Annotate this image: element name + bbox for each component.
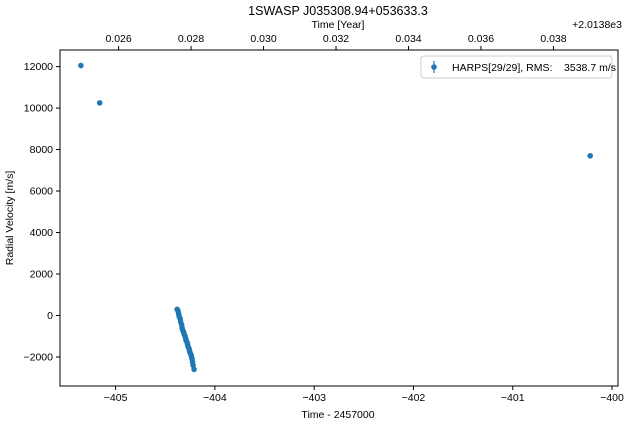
top-tick-label: 0.038 xyxy=(540,33,566,45)
x-tick-label: −405 xyxy=(104,392,128,404)
data-point xyxy=(587,152,593,159)
y-tick-label: 10000 xyxy=(24,103,53,115)
top-tick-label: 0.034 xyxy=(395,33,421,45)
top-tick-label: 0.028 xyxy=(178,33,204,45)
y-axis-label: Radial Velocity [m/s] xyxy=(4,171,16,266)
data-point xyxy=(78,62,84,69)
x-axis-label: Time - 2457000 xyxy=(301,409,374,421)
legend: HARPS[29/29], RMS: 3538.7 m/s xyxy=(420,55,616,79)
y-tick-label: −2000 xyxy=(24,351,54,363)
x-tick-label: −402 xyxy=(402,392,426,404)
y-tick-label: 12000 xyxy=(24,61,53,73)
chart-title: 1SWASP J035308.94+053633.3 xyxy=(248,4,428,18)
x-tick-label: −401 xyxy=(501,392,525,404)
y-tick-label: 4000 xyxy=(30,227,54,239)
y-tick-label: 8000 xyxy=(30,144,54,156)
data-point xyxy=(96,100,103,106)
top-tick-label: 0.030 xyxy=(250,33,276,45)
top-tick-label: 0.032 xyxy=(323,33,349,45)
top-tick-label: 0.026 xyxy=(105,33,131,45)
y-ticks: −2000 0 2000 4000 6000 8000 10000 12000 xyxy=(24,61,60,363)
y-tick-label: 0 xyxy=(47,310,53,322)
x-ticks: −405 −404 −403 −402 −401 −400 xyxy=(104,386,624,404)
top-axis-label: Time [Year] xyxy=(312,19,365,31)
data-points xyxy=(78,62,593,373)
plot-frame xyxy=(59,49,619,387)
legend-marker xyxy=(431,64,437,70)
x-tick-label: −400 xyxy=(600,392,624,404)
x-tick-label: −403 xyxy=(302,392,326,404)
y-tick-label: 6000 xyxy=(30,186,54,198)
legend-label: HARPS[29/29], RMS: 3538.7 m/s xyxy=(452,62,616,74)
top-ticks: 0.026 0.028 0.030 0.032 0.034 0.036 0.038 xyxy=(105,33,567,50)
legend-box xyxy=(420,55,613,79)
x-tick-label: −404 xyxy=(203,392,227,404)
data-point xyxy=(191,366,197,373)
y-tick-label: 2000 xyxy=(30,269,54,281)
top-tick-label: 0.036 xyxy=(468,33,494,45)
top-axis-offset-label: +2.0138e3 xyxy=(572,19,622,31)
